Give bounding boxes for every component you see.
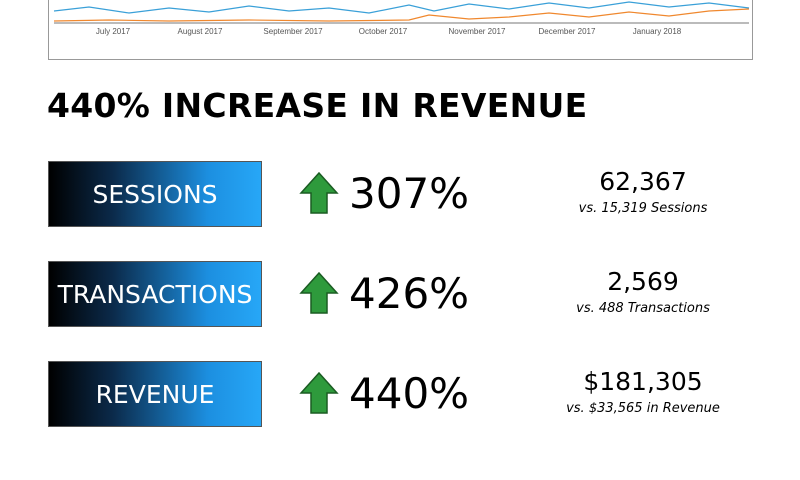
up-arrow: [299, 171, 339, 214]
month-label: October 2017: [359, 27, 408, 36]
metric-row: REVENUE 440% $181,305 vs. $33,565 in Revenu…: [48, 361, 753, 427]
metric-value: $181,305: [583, 367, 703, 396]
metric-label: SESSIONS: [48, 161, 262, 227]
month-label: November 2017: [449, 27, 506, 36]
metric-value: 2,569: [607, 267, 679, 296]
metric-value: 62,367: [599, 167, 687, 196]
line-blue: [53, 1, 750, 14]
metric-comparison: vs. $33,565 in Revenue: [566, 401, 720, 416]
month-label: September 2017: [263, 27, 323, 36]
metric-label: REVENUE: [48, 361, 262, 427]
up-arrow: [299, 271, 339, 314]
month-label: August 2017: [178, 27, 223, 36]
heading: 440% INCREASE IN REVENUE: [47, 86, 588, 125]
metric-change: 440%: [349, 369, 470, 418]
line-orange: [53, 8, 750, 22]
metric-change: 307%: [349, 169, 470, 218]
metric-row: SESSIONS 307% 62,367 vs. 15,319 Sessions: [48, 161, 753, 227]
metric-comparison: vs. 15,319 Sessions: [578, 201, 708, 216]
month-label: January 2018: [633, 27, 682, 36]
month-label: December 2017: [539, 27, 596, 36]
up-arrow: [299, 371, 339, 414]
metric-label: TRANSACTIONS: [48, 261, 262, 327]
chart-fragment: July 2017 August 2017 September 2017 Octobe…: [48, 0, 753, 60]
metric-row: TRANSACTIONS 426% 2,569 vs. 488 Transaction…: [48, 261, 753, 327]
metric-change: 426%: [349, 269, 470, 318]
month-label: July 2017: [96, 27, 131, 36]
metric-comparison: vs. 488 Transactions: [576, 301, 710, 316]
